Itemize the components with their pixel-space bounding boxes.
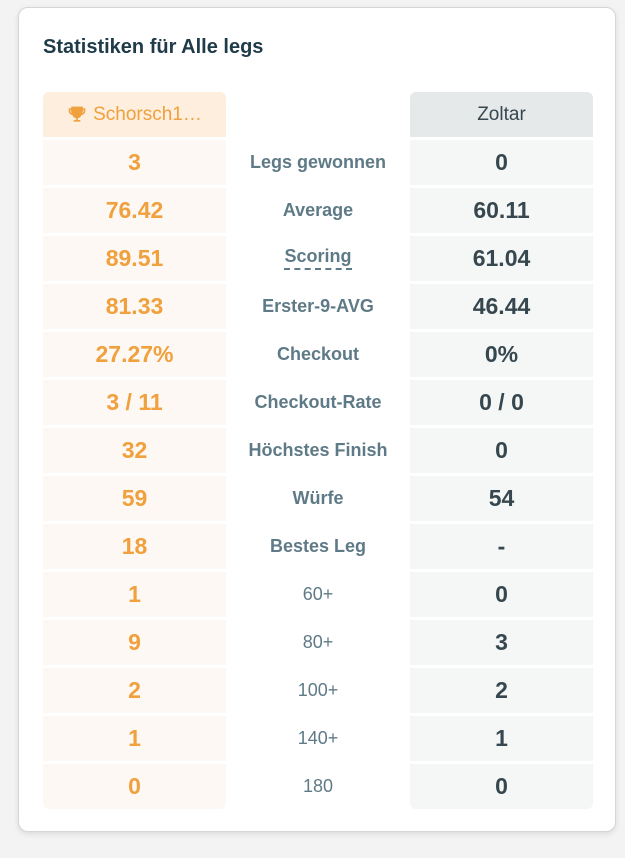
stat-label-text: Erster-9-AVG [262,296,374,316]
stat-right-value: 0 [410,764,593,809]
stat-label: Würfe [226,476,410,521]
stat-row: 1 140+ 1 [43,716,593,761]
stat-row: 0 180 0 [43,764,593,809]
stat-label-text: Höchstes Finish [248,440,388,460]
stat-right-value: 0 [410,428,593,473]
stat-right-value: 61.04 [410,236,593,281]
stat-left-value: 18 [43,524,226,569]
stat-label: 100+ [226,668,410,713]
stat-left-value: 81.33 [43,284,226,329]
stat-right-value: 1 [410,716,593,761]
stat-row: 59 Würfe 54 [43,476,593,521]
stats-card: Statistiken für Alle legs Schorsch1… Zol… [18,7,616,832]
player-right-header: Zoltar [410,92,593,137]
stat-label: Höchstes Finish [226,428,410,473]
stat-left-value: 59 [43,476,226,521]
stat-right-value: 0 [410,572,593,617]
stat-label-text: Checkout [276,344,359,364]
player-left-header: Schorsch1… [43,92,226,137]
stat-left-value: 1 [43,572,226,617]
stat-label: Checkout-Rate [226,380,410,425]
stat-label-text: 60+ [302,584,334,604]
stat-right-value: 54 [410,476,593,521]
stat-row: 76.42 Average 60.11 [43,188,593,233]
stat-label: Legs gewonnen [226,140,410,185]
stat-right-value: - [410,524,593,569]
stat-left-value: 3 / 11 [43,380,226,425]
stat-left-value: 76.42 [43,188,226,233]
stat-left-value: 1 [43,716,226,761]
stat-label-text: Checkout-Rate [254,392,382,412]
stat-label: 180 [226,764,410,809]
stat-left-value: 0 [43,764,226,809]
stat-label-text[interactable]: Scoring [284,246,352,270]
stat-label: Erster-9-AVG [226,284,410,329]
stat-row: 89.51 Scoring 61.04 [43,236,593,281]
player-left-name: Schorsch1… [93,103,202,125]
stats-table: Schorsch1… Zoltar 3 Legs gewonnen 0 76.42 Av… [43,92,593,812]
player-header-row: Schorsch1… Zoltar [43,92,593,137]
stat-row: 32 Höchstes Finish 0 [43,428,593,473]
stat-label[interactable]: Scoring [226,236,410,281]
stat-label-text: 180 [302,776,334,796]
stat-left-value: 3 [43,140,226,185]
stat-right-value: 0 / 0 [410,380,593,425]
stat-row: 27.27% Checkout 0% [43,332,593,377]
stat-right-value: 60.11 [410,188,593,233]
header-spacer [226,92,410,137]
stat-label-text: 100+ [297,680,339,700]
stat-left-value: 32 [43,428,226,473]
stat-right-value: 3 [410,620,593,665]
trophy-icon [68,106,86,122]
stat-left-value: 9 [43,620,226,665]
stat-label-text: Würfe [292,488,344,508]
stat-left-value: 2 [43,668,226,713]
stat-label-text: Legs gewonnen [249,152,386,172]
stat-row: 3 Legs gewonnen 0 [43,140,593,185]
stat-label-text: Bestes Leg [269,536,367,556]
stat-row: 1 60+ 0 [43,572,593,617]
stat-label-text: Average [282,200,354,220]
stat-label: Average [226,188,410,233]
stat-label-text: 140+ [297,728,339,748]
stat-label: Checkout [226,332,410,377]
stat-row: 9 80+ 3 [43,620,593,665]
stat-row: 2 100+ 2 [43,668,593,713]
stat-row: 3 / 11 Checkout-Rate 0 / 0 [43,380,593,425]
stat-left-value: 27.27% [43,332,226,377]
stat-row: 81.33 Erster-9-AVG 46.44 [43,284,593,329]
stat-left-value: 89.51 [43,236,226,281]
stat-label: 140+ [226,716,410,761]
card-title: Statistiken für Alle legs [43,36,264,58]
stat-label: 60+ [226,572,410,617]
stat-right-value: 0 [410,140,593,185]
stat-right-value: 46.44 [410,284,593,329]
stat-row: 18 Bestes Leg - [43,524,593,569]
player-right-name: Zoltar [477,103,526,125]
stat-right-value: 2 [410,668,593,713]
stat-label: Bestes Leg [226,524,410,569]
stat-right-value: 0% [410,332,593,377]
stat-label: 80+ [226,620,410,665]
stat-label-text: 80+ [302,632,334,652]
